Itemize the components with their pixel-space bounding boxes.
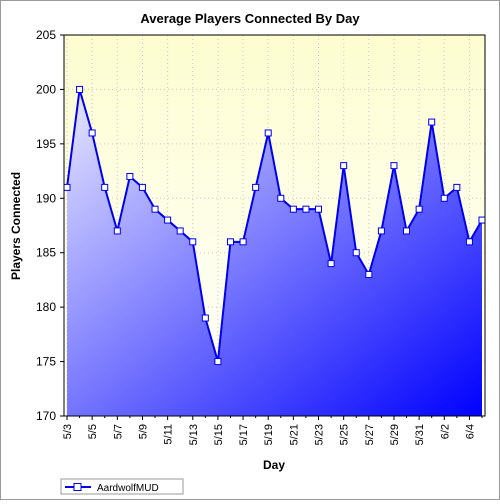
x-tick-label: 5/31 bbox=[414, 424, 426, 445]
y-tick-label: 195 bbox=[36, 137, 56, 151]
data-point-5-12 bbox=[176, 227, 184, 235]
y-tick-label: 205 bbox=[36, 28, 56, 42]
y-axis: 170 175 180 185 190 195 200 205 bbox=[36, 28, 64, 423]
data-point-5-19 bbox=[264, 129, 272, 137]
x-tick-label: 5/9 bbox=[137, 424, 149, 439]
data-point-5-6 bbox=[101, 183, 109, 191]
x-tick-label: 5/27 bbox=[364, 424, 376, 445]
data-point-5-22 bbox=[302, 205, 310, 213]
data-point-5-24 bbox=[327, 260, 335, 268]
data-point-5-16 bbox=[226, 238, 234, 246]
legend-series-name: AardwolfMUD bbox=[97, 483, 159, 494]
legend-square-marker bbox=[73, 483, 82, 491]
x-tick-label: 5/19 bbox=[263, 424, 275, 445]
data-point-5-23 bbox=[315, 205, 323, 213]
x-tick-label: 5/15 bbox=[213, 424, 225, 445]
data-point-5-17 bbox=[239, 238, 247, 246]
legend-box bbox=[60, 478, 184, 495]
data-point-5-26 bbox=[352, 249, 360, 257]
x-tick-label: 6/4 bbox=[464, 424, 476, 439]
data-point-5-31 bbox=[415, 205, 423, 213]
x-tick-label: 5/5 bbox=[87, 424, 99, 439]
data-point-5-25 bbox=[340, 162, 348, 170]
data-point-5-14 bbox=[201, 314, 209, 322]
data-point-5-5 bbox=[88, 129, 96, 137]
data-point-5-11 bbox=[164, 216, 172, 224]
data-point-5-3 bbox=[63, 183, 71, 191]
data-point-5-4 bbox=[76, 85, 84, 93]
data-point-5-21 bbox=[289, 205, 297, 213]
data-point-6-1 bbox=[428, 118, 436, 126]
series-points bbox=[63, 85, 486, 366]
data-point-5-30 bbox=[403, 227, 411, 235]
x-tick-label: 5/13 bbox=[188, 424, 200, 445]
data-point-6-3 bbox=[453, 183, 461, 191]
data-point-6-2 bbox=[440, 194, 448, 202]
x-tick-label: 5/17 bbox=[238, 424, 250, 445]
x-tick-label: 5/23 bbox=[314, 424, 326, 445]
data-point-5-20 bbox=[277, 194, 285, 202]
x-tick-label: 5/25 bbox=[339, 424, 351, 445]
x-tick-label: 5/7 bbox=[112, 424, 124, 439]
data-point-5-9 bbox=[138, 183, 146, 191]
data-point-5-27 bbox=[365, 270, 373, 278]
x-axis-label: Day bbox=[263, 458, 285, 472]
y-tick-label: 170 bbox=[36, 409, 56, 423]
data-point-5-28 bbox=[377, 227, 385, 235]
y-tick-label: 190 bbox=[36, 191, 56, 205]
y-tick-label: 175 bbox=[36, 355, 56, 369]
data-point-5-7 bbox=[113, 227, 121, 235]
data-point-5-18 bbox=[252, 183, 260, 191]
x-tick-label: 5/11 bbox=[163, 424, 175, 445]
x-axis: 5/3 5/5 5/7 5/9 5/11 5/13 5/15 5/17 5/19 5/21 5/23… bbox=[62, 416, 483, 445]
data-point-5-10 bbox=[151, 205, 159, 213]
y-tick-label: 185 bbox=[36, 246, 56, 260]
data-point-6-4 bbox=[465, 238, 473, 246]
chart-title: Average Players Connected By Day bbox=[140, 11, 360, 26]
legend: AardwolfMUD bbox=[60, 478, 184, 495]
x-tick-label: 6/2 bbox=[439, 424, 451, 439]
x-tick-label: 5/21 bbox=[288, 424, 300, 445]
data-point-5-15 bbox=[214, 358, 222, 366]
data-point-5-13 bbox=[189, 238, 197, 246]
plot-border bbox=[63, 34, 486, 417]
y-tick-label: 180 bbox=[36, 300, 56, 314]
data-point-5-29 bbox=[390, 162, 398, 170]
x-tick-label: 5/3 bbox=[62, 424, 74, 439]
y-axis-label: Players Connected bbox=[9, 172, 23, 280]
series-area bbox=[67, 89, 482, 416]
x-tick-label: 5/29 bbox=[389, 424, 401, 445]
data-point-6-5 bbox=[478, 216, 486, 224]
series-line bbox=[66, 89, 483, 362]
data-point-5-8 bbox=[126, 173, 134, 181]
y-tick-label: 200 bbox=[36, 82, 56, 96]
